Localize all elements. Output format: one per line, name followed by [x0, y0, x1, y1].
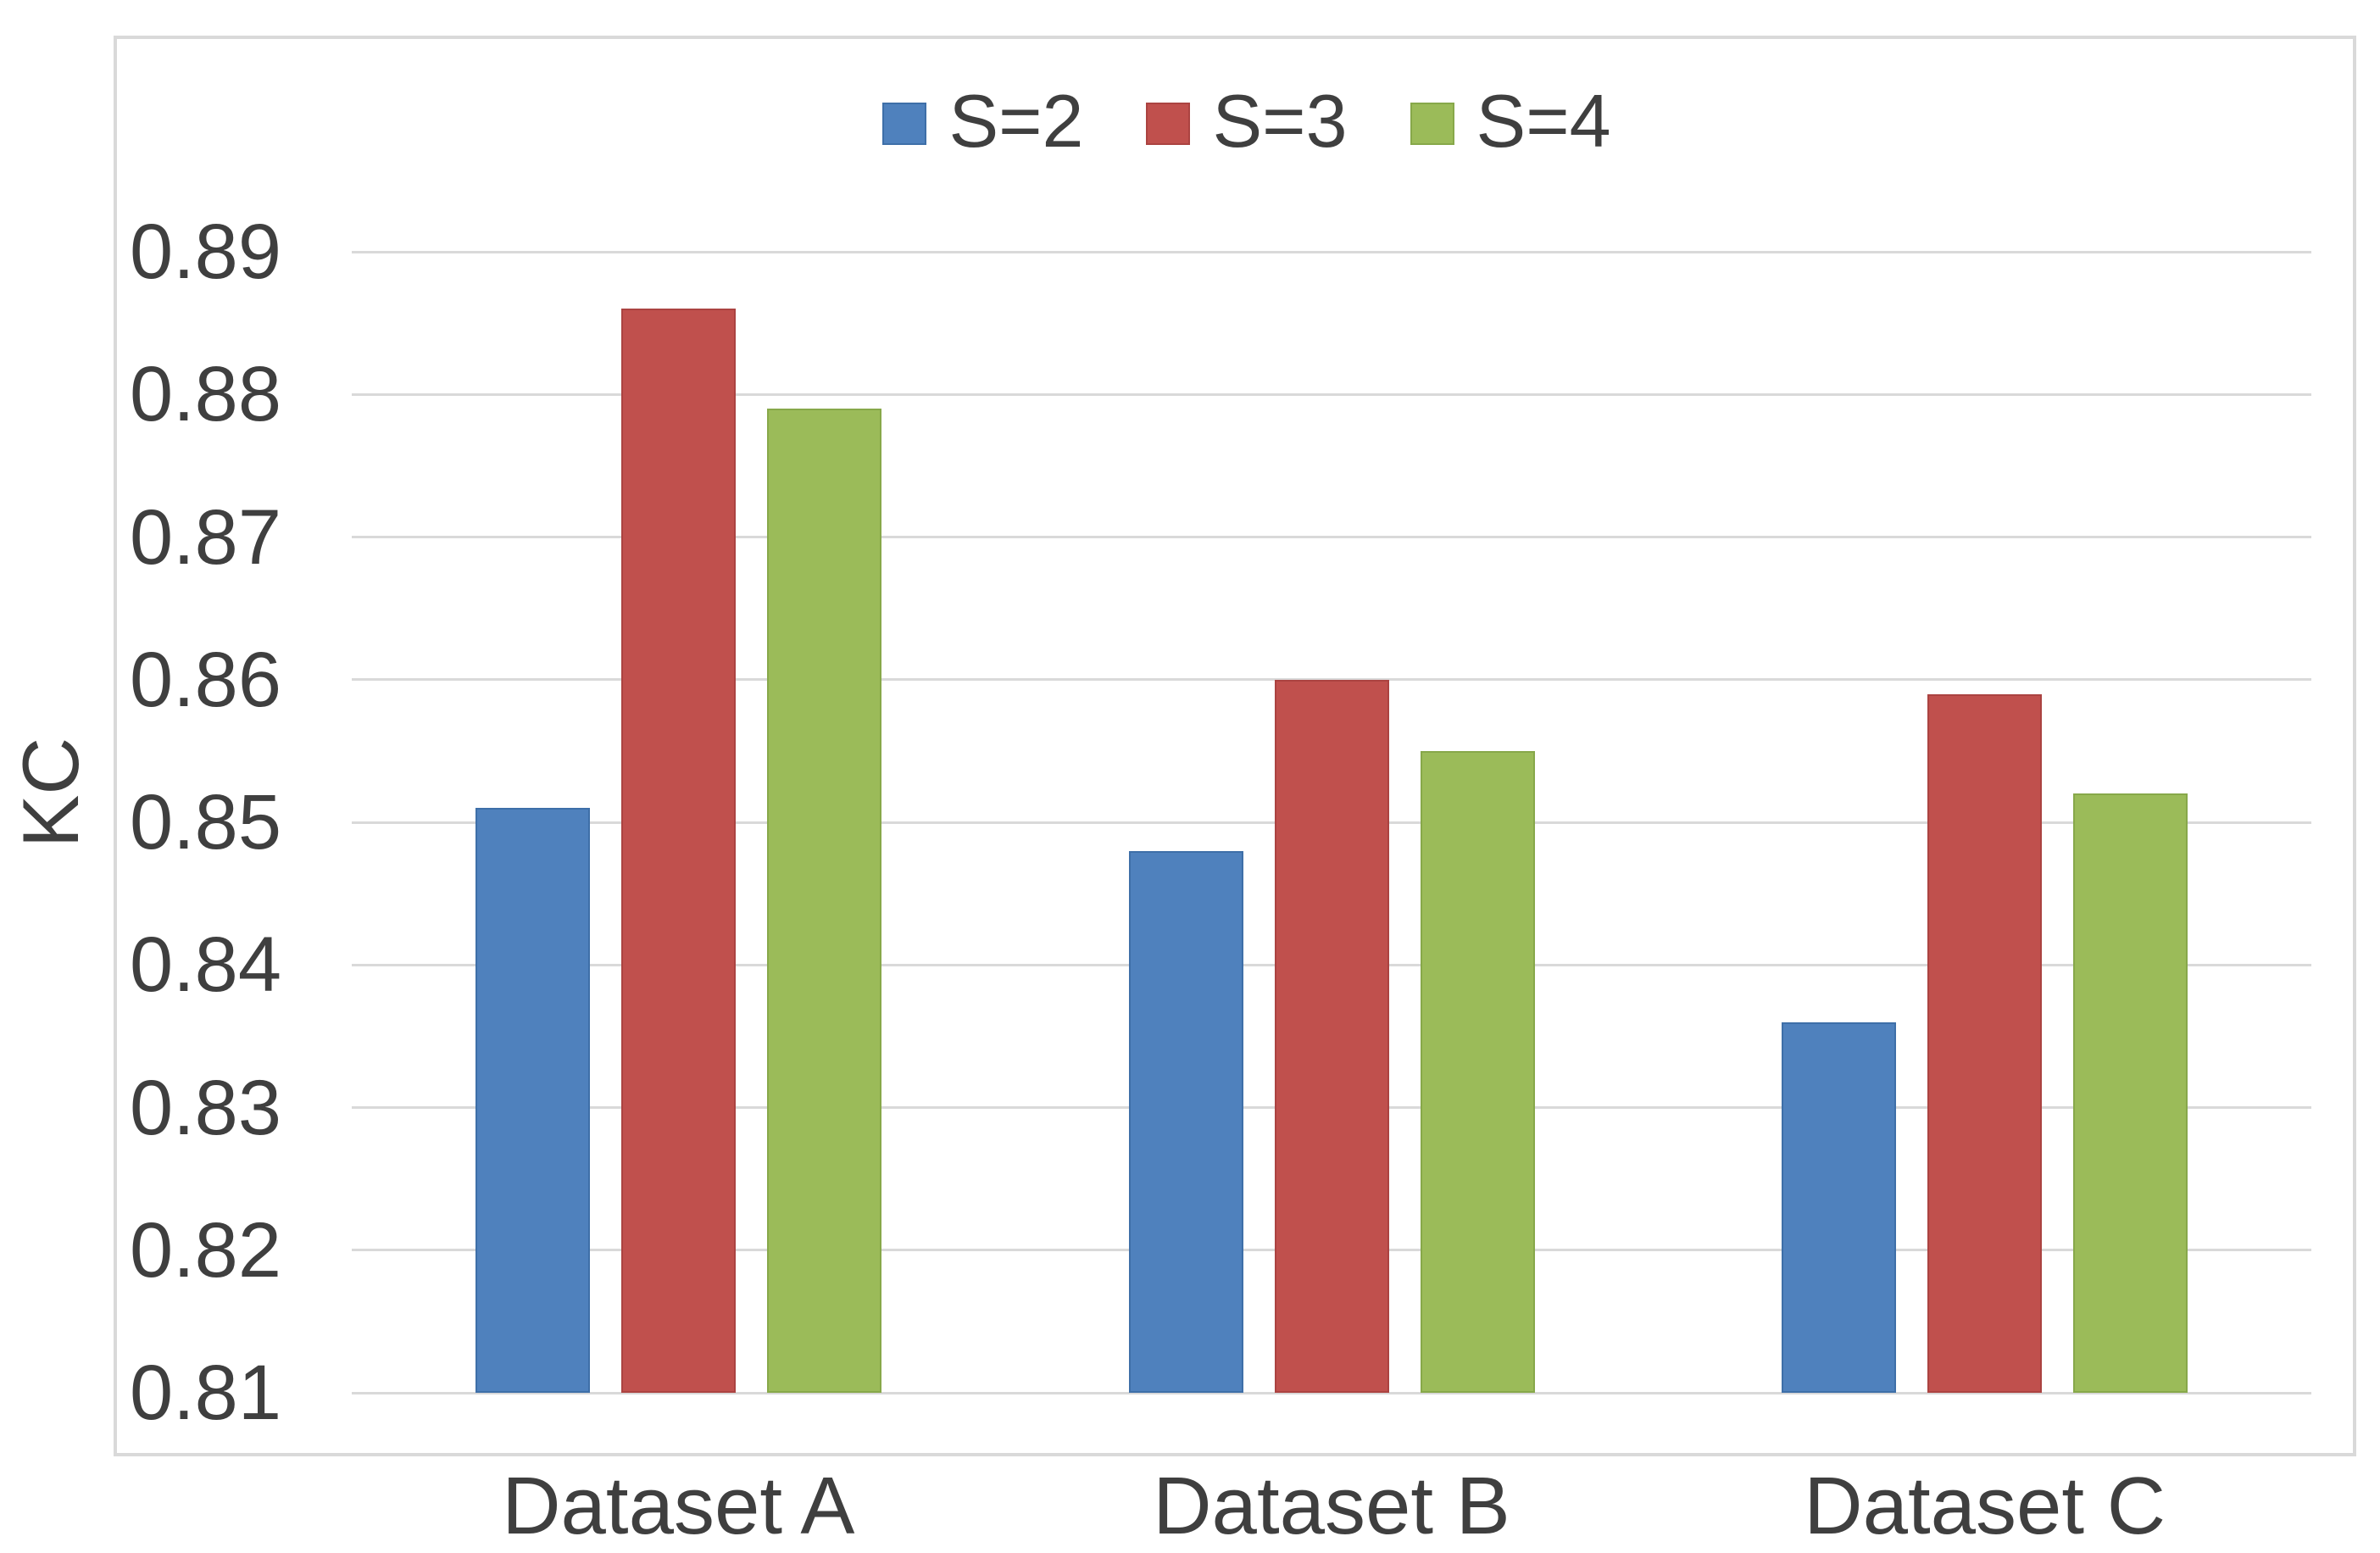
- y-tick-label: 0.82: [129, 1206, 281, 1294]
- gridline: [352, 536, 2311, 538]
- gridline: [352, 1391, 2311, 1394]
- x-category-label: Dataset A: [502, 1461, 855, 1551]
- gridline: [352, 250, 2311, 253]
- bar-s-3-dataset-b: [1274, 679, 1389, 1393]
- y-tick-label: 0.83: [129, 1064, 281, 1151]
- x-category-label: Dataset B: [1153, 1461, 1510, 1551]
- bar-s-2-dataset-a: [475, 808, 590, 1393]
- bar-s-3-dataset-c: [1927, 693, 2043, 1393]
- y-tick-label: 0.87: [129, 493, 281, 581]
- bar-s-2-dataset-c: [1782, 1021, 1897, 1393]
- legend-item: S=3: [1146, 79, 1348, 164]
- y-tick-label: 0.81: [129, 1350, 281, 1436]
- y-tick-label: 0.84: [129, 921, 281, 1009]
- legend-label: S=4: [1476, 79, 1611, 163]
- y-tick-label: 0.88: [129, 351, 281, 438]
- bar-s-4-dataset-c: [2073, 793, 2188, 1393]
- legend-item: S=2: [882, 79, 1083, 164]
- bar-s-2-dataset-b: [1128, 850, 1243, 1393]
- legend: S=2 S=3 S=4: [882, 75, 1611, 168]
- y-tick-label: 0.86: [129, 636, 281, 723]
- legend-swatch-icon: [1410, 103, 1454, 145]
- gridline: [352, 392, 2311, 396]
- legend-swatch-icon: [882, 103, 927, 145]
- legend-label: S=2: [948, 79, 1084, 163]
- x-category-label: Dataset C: [1804, 1461, 2166, 1551]
- bar-s-4-dataset-a: [766, 409, 881, 1393]
- y-tick-label: 0.85: [129, 779, 281, 866]
- bar-s-3-dataset-a: [620, 309, 736, 1393]
- legend-swatch-icon: [1146, 103, 1191, 145]
- legend-label: S=3: [1212, 79, 1348, 163]
- y-tick-label: 0.89: [129, 209, 281, 295]
- legend-item: S=4: [1410, 79, 1611, 164]
- bar-s-4-dataset-b: [1420, 750, 1535, 1393]
